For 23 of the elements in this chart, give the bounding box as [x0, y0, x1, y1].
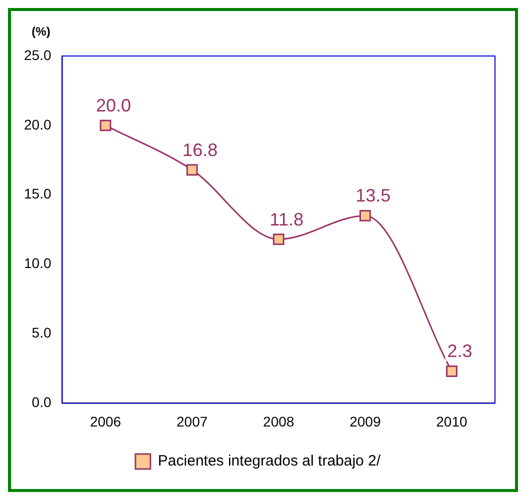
data-label: 2.3 — [447, 341, 472, 362]
x-tick-label: 2007 — [176, 413, 208, 430]
data-label: 16.8 — [182, 140, 218, 160]
y-axis-title: (%) — [32, 24, 50, 38]
legend-label: Pacientes integrados al trabajo 2/ — [158, 452, 382, 470]
data-label: 20.0 — [96, 95, 132, 116]
data-label: 11.8 — [270, 209, 304, 230]
y-tick-label: 20.0 — [24, 116, 52, 132]
x-tick-label: 2006 — [90, 413, 122, 430]
y-tick-label: 5.0 — [32, 324, 52, 341]
point — [272, 234, 284, 246]
x-tick-label: 2010 — [436, 413, 468, 430]
point — [100, 120, 112, 132]
y-tick-label: 10.0 — [24, 255, 52, 272]
point — [186, 164, 198, 176]
x-tick-label: 2008 — [263, 413, 294, 430]
y-tick-label: 0.0 — [32, 394, 52, 410]
y-tick-label: 15.0 — [24, 186, 52, 202]
point — [446, 366, 458, 377]
point — [359, 210, 371, 222]
y-tick-label: 25.0 — [24, 46, 52, 63]
x-tick-label: 2009 — [350, 413, 381, 430]
data-label: 13.5 — [356, 186, 391, 206]
